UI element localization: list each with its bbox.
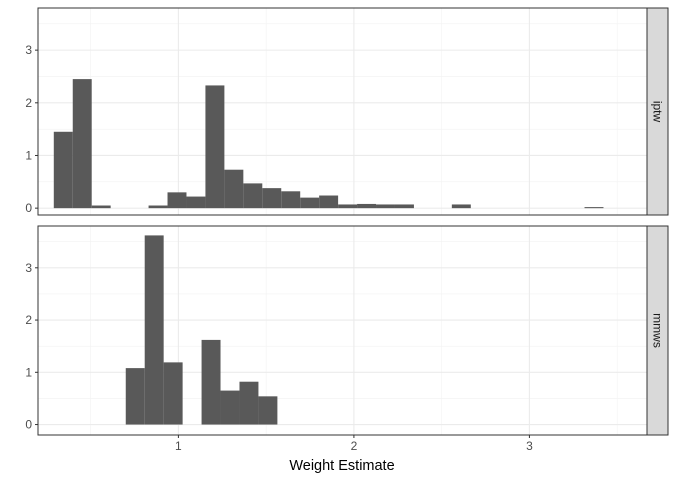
histogram-bar bbox=[125, 368, 145, 425]
y-tick-label: 0 bbox=[25, 201, 32, 215]
x-axis: 1 2 3 bbox=[175, 435, 533, 453]
y-tick-label: 1 bbox=[25, 148, 32, 162]
y-tick-label: 2 bbox=[25, 313, 32, 327]
facet-strip-background bbox=[646, 7, 669, 216]
panel-background bbox=[38, 8, 647, 215]
x-tick-label: 2 bbox=[351, 439, 358, 453]
histogram-bar bbox=[319, 195, 339, 209]
panel-mmws: 0 1 2 3 mmws bbox=[25, 225, 669, 436]
facet-strip-background bbox=[646, 225, 669, 436]
histogram-bar bbox=[357, 203, 377, 209]
histogram-bars-mmws bbox=[125, 235, 278, 425]
histogram-bar bbox=[300, 197, 320, 209]
histogram-bar bbox=[239, 381, 259, 425]
histogram-bar bbox=[163, 362, 183, 425]
histogram-bar bbox=[167, 192, 187, 209]
y-tick-label: 3 bbox=[25, 43, 32, 57]
histogram-bar bbox=[201, 339, 221, 425]
histogram-bar bbox=[584, 207, 604, 209]
x-tick-label: 1 bbox=[175, 439, 182, 453]
histogram-bar bbox=[186, 196, 206, 209]
histogram-bar bbox=[258, 396, 278, 425]
panel-iptw: 0 1 2 3 iptw bbox=[25, 7, 669, 216]
y-tick-label: 0 bbox=[25, 418, 32, 432]
facet-strip-iptw: iptw bbox=[646, 7, 669, 216]
histogram-bar bbox=[205, 85, 225, 209]
histogram-bar bbox=[262, 188, 282, 209]
y-tick-label: 1 bbox=[25, 365, 32, 379]
y-tick-label: 3 bbox=[25, 261, 32, 275]
facet-strip-mmws: mmws bbox=[646, 225, 669, 436]
histogram-bars-iptw bbox=[53, 79, 604, 209]
histogram-bar bbox=[394, 204, 414, 209]
histogram-bar bbox=[281, 191, 301, 209]
histogram-bar bbox=[243, 183, 263, 209]
histogram-bar bbox=[376, 204, 395, 209]
x-tick-label: 3 bbox=[526, 439, 533, 453]
histogram-bar bbox=[220, 390, 240, 425]
histogram-bar bbox=[451, 204, 471, 209]
histogram-bar bbox=[72, 79, 92, 209]
histogram-bar bbox=[148, 205, 168, 209]
histogram-bar bbox=[224, 169, 244, 209]
y-tick-label: 2 bbox=[25, 96, 32, 110]
facet-strip-label: iptw bbox=[651, 101, 665, 123]
x-axis-title: Weight Estimate bbox=[289, 458, 394, 474]
histogram-bar bbox=[338, 204, 358, 209]
chart-panels: 0 1 2 3 iptw 0 1 2 3 mmws bbox=[25, 7, 669, 436]
histogram-bar bbox=[91, 205, 111, 209]
histogram-bar bbox=[144, 235, 164, 425]
facet-strip-label: mmws bbox=[651, 313, 665, 348]
histogram-bar bbox=[53, 131, 73, 209]
